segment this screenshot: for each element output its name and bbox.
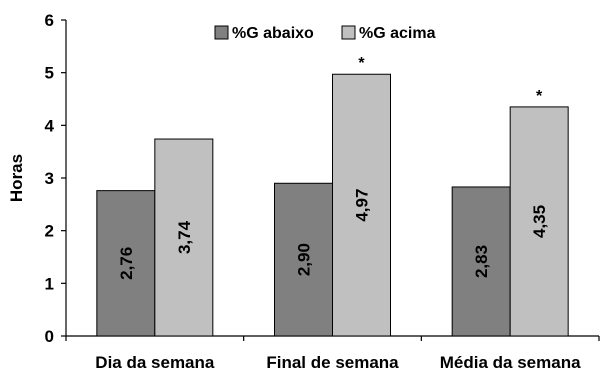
bar-g-acima: [332, 73, 391, 337]
y-tick-label: 4: [45, 116, 55, 135]
x-tick-label: Final de semana: [266, 353, 399, 372]
y-tick-label: 5: [45, 64, 54, 83]
data-label: 4,97: [353, 189, 372, 222]
data-label: 4,35: [530, 205, 549, 238]
labels: 2,76 3,74 Dia da semana 2,90 4,97 Final de se…: [95, 55, 581, 372]
legend-swatch: [341, 25, 356, 40]
y-axis-label: Horas: [7, 154, 26, 202]
legend-label: %G acima: [359, 25, 436, 42]
data-label: 2,83: [472, 245, 491, 278]
x-tick-label: Dia da semana: [95, 353, 215, 372]
significance-marker: *: [536, 88, 543, 105]
data-label: 2,76: [117, 247, 136, 280]
y-tick-label: 6: [45, 11, 54, 30]
y-tick-label: 0: [45, 327, 54, 346]
y-tick-label: 3: [45, 169, 54, 188]
x-tick-label: Média da semana: [440, 353, 581, 372]
bar-g-acima: [509, 106, 569, 337]
legend-swatch: [214, 25, 229, 40]
bar-g-abaixo: [274, 182, 333, 337]
bar-g-abaixo: [96, 190, 156, 337]
y-tick-label: 2: [45, 222, 54, 241]
data-label: 3,74: [175, 220, 194, 254]
legend-label: %G abaixo: [232, 25, 314, 42]
bars: [96, 73, 569, 337]
bar-g-acima: [154, 138, 214, 337]
significance-marker: *: [358, 55, 365, 72]
data-label: 2,90: [295, 243, 314, 276]
legend: %G abaixo %G acima: [214, 25, 436, 42]
y-tick-label: 1: [45, 274, 54, 293]
